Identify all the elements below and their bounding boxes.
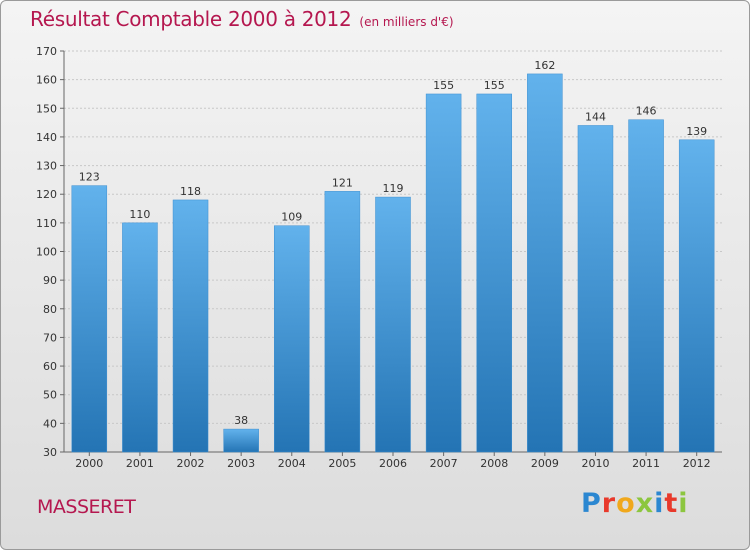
bar-2003 [223, 428, 259, 453]
logo-letter: x [635, 488, 655, 519]
bar-2007 [425, 93, 462, 453]
bar-2005 [324, 191, 361, 453]
y-tick-label: 30 [43, 446, 57, 459]
bars [71, 73, 715, 453]
data-label-2003: 38 [234, 414, 248, 427]
bar-2011 [628, 119, 664, 453]
chart-subtitle: (en milliers d'€) [359, 15, 454, 29]
x-tick-label-2008: 2008 [480, 457, 508, 470]
x-tick-label-2002: 2002 [177, 457, 205, 470]
y-tick-label: 170 [36, 45, 57, 58]
y-tick-label: 80 [43, 303, 57, 316]
chart-title: Résultat Comptable 2000 à 2012 (en millie… [30, 7, 454, 31]
bar-2006 [375, 196, 411, 453]
y-tick-label: 160 [36, 74, 57, 87]
logo-letter: t [664, 488, 679, 519]
bar-2002 [172, 199, 209, 453]
x-tick-label-2012: 2012 [683, 457, 711, 470]
y-tick-label: 120 [36, 188, 57, 201]
y-tick-label: 40 [43, 417, 57, 430]
logo-letter: o [616, 488, 636, 519]
data-labels: 123 110 118 38 109 121 119 155 155 162 144 146 139 [79, 59, 707, 427]
bar-2001 [122, 222, 158, 453]
y-tick-label: 70 [43, 331, 57, 344]
data-label-2002: 118 [180, 185, 201, 198]
logo-letter: r [601, 488, 617, 519]
bar-2012 [678, 139, 715, 453]
x-tick-label-2004: 2004 [278, 457, 306, 470]
x-tick-label-2005: 2005 [328, 457, 356, 470]
data-label-2009: 162 [534, 59, 555, 72]
x-tick-label-2003: 2003 [227, 457, 255, 470]
logo-letter: i [678, 488, 689, 519]
x-tick-label-2001: 2001 [126, 457, 154, 470]
x-tick-label-2009: 2009 [531, 457, 559, 470]
data-label-2000: 123 [79, 171, 100, 184]
data-label-2011: 146 [636, 105, 657, 118]
x-tick-label-2000: 2000 [75, 457, 103, 470]
x-tick-label-2011: 2011 [632, 457, 660, 470]
data-label-2006: 119 [383, 182, 404, 195]
data-label-2007: 155 [433, 79, 454, 92]
y-tick-label: 130 [36, 160, 57, 173]
y-tick-label: 110 [36, 217, 57, 230]
data-label-2010: 144 [585, 110, 606, 123]
x-tick-label-2006: 2006 [379, 457, 407, 470]
y-tick-label: 140 [36, 131, 57, 144]
data-label-2012: 139 [686, 125, 707, 138]
bar-2009 [527, 73, 563, 453]
x-tick-label-2007: 2007 [430, 457, 458, 470]
y-tick-label: 90 [43, 274, 57, 287]
bar-2010 [577, 125, 614, 453]
y-tick-label: 50 [43, 389, 57, 402]
chart-title-text: Résultat Comptable 2000 à 2012 [30, 7, 352, 31]
logo-letter: P [581, 488, 602, 519]
data-label-2004: 109 [281, 211, 302, 224]
x-tick-label-2010: 2010 [581, 457, 609, 470]
commune-name: MASSERET [37, 496, 136, 518]
proxiti-logo[interactable]: Proxiti [581, 488, 689, 519]
y-tick-label: 150 [36, 102, 57, 115]
bar-2004 [274, 225, 310, 453]
bar-2008 [476, 93, 512, 453]
data-label-2001: 110 [129, 208, 150, 221]
y-tick-label: 100 [36, 246, 57, 259]
data-label-2005: 121 [332, 176, 353, 189]
data-label-2008: 155 [484, 79, 505, 92]
y-tick-label: 60 [43, 360, 57, 373]
bar-2000 [71, 185, 108, 453]
logo-letter: i [654, 488, 665, 519]
